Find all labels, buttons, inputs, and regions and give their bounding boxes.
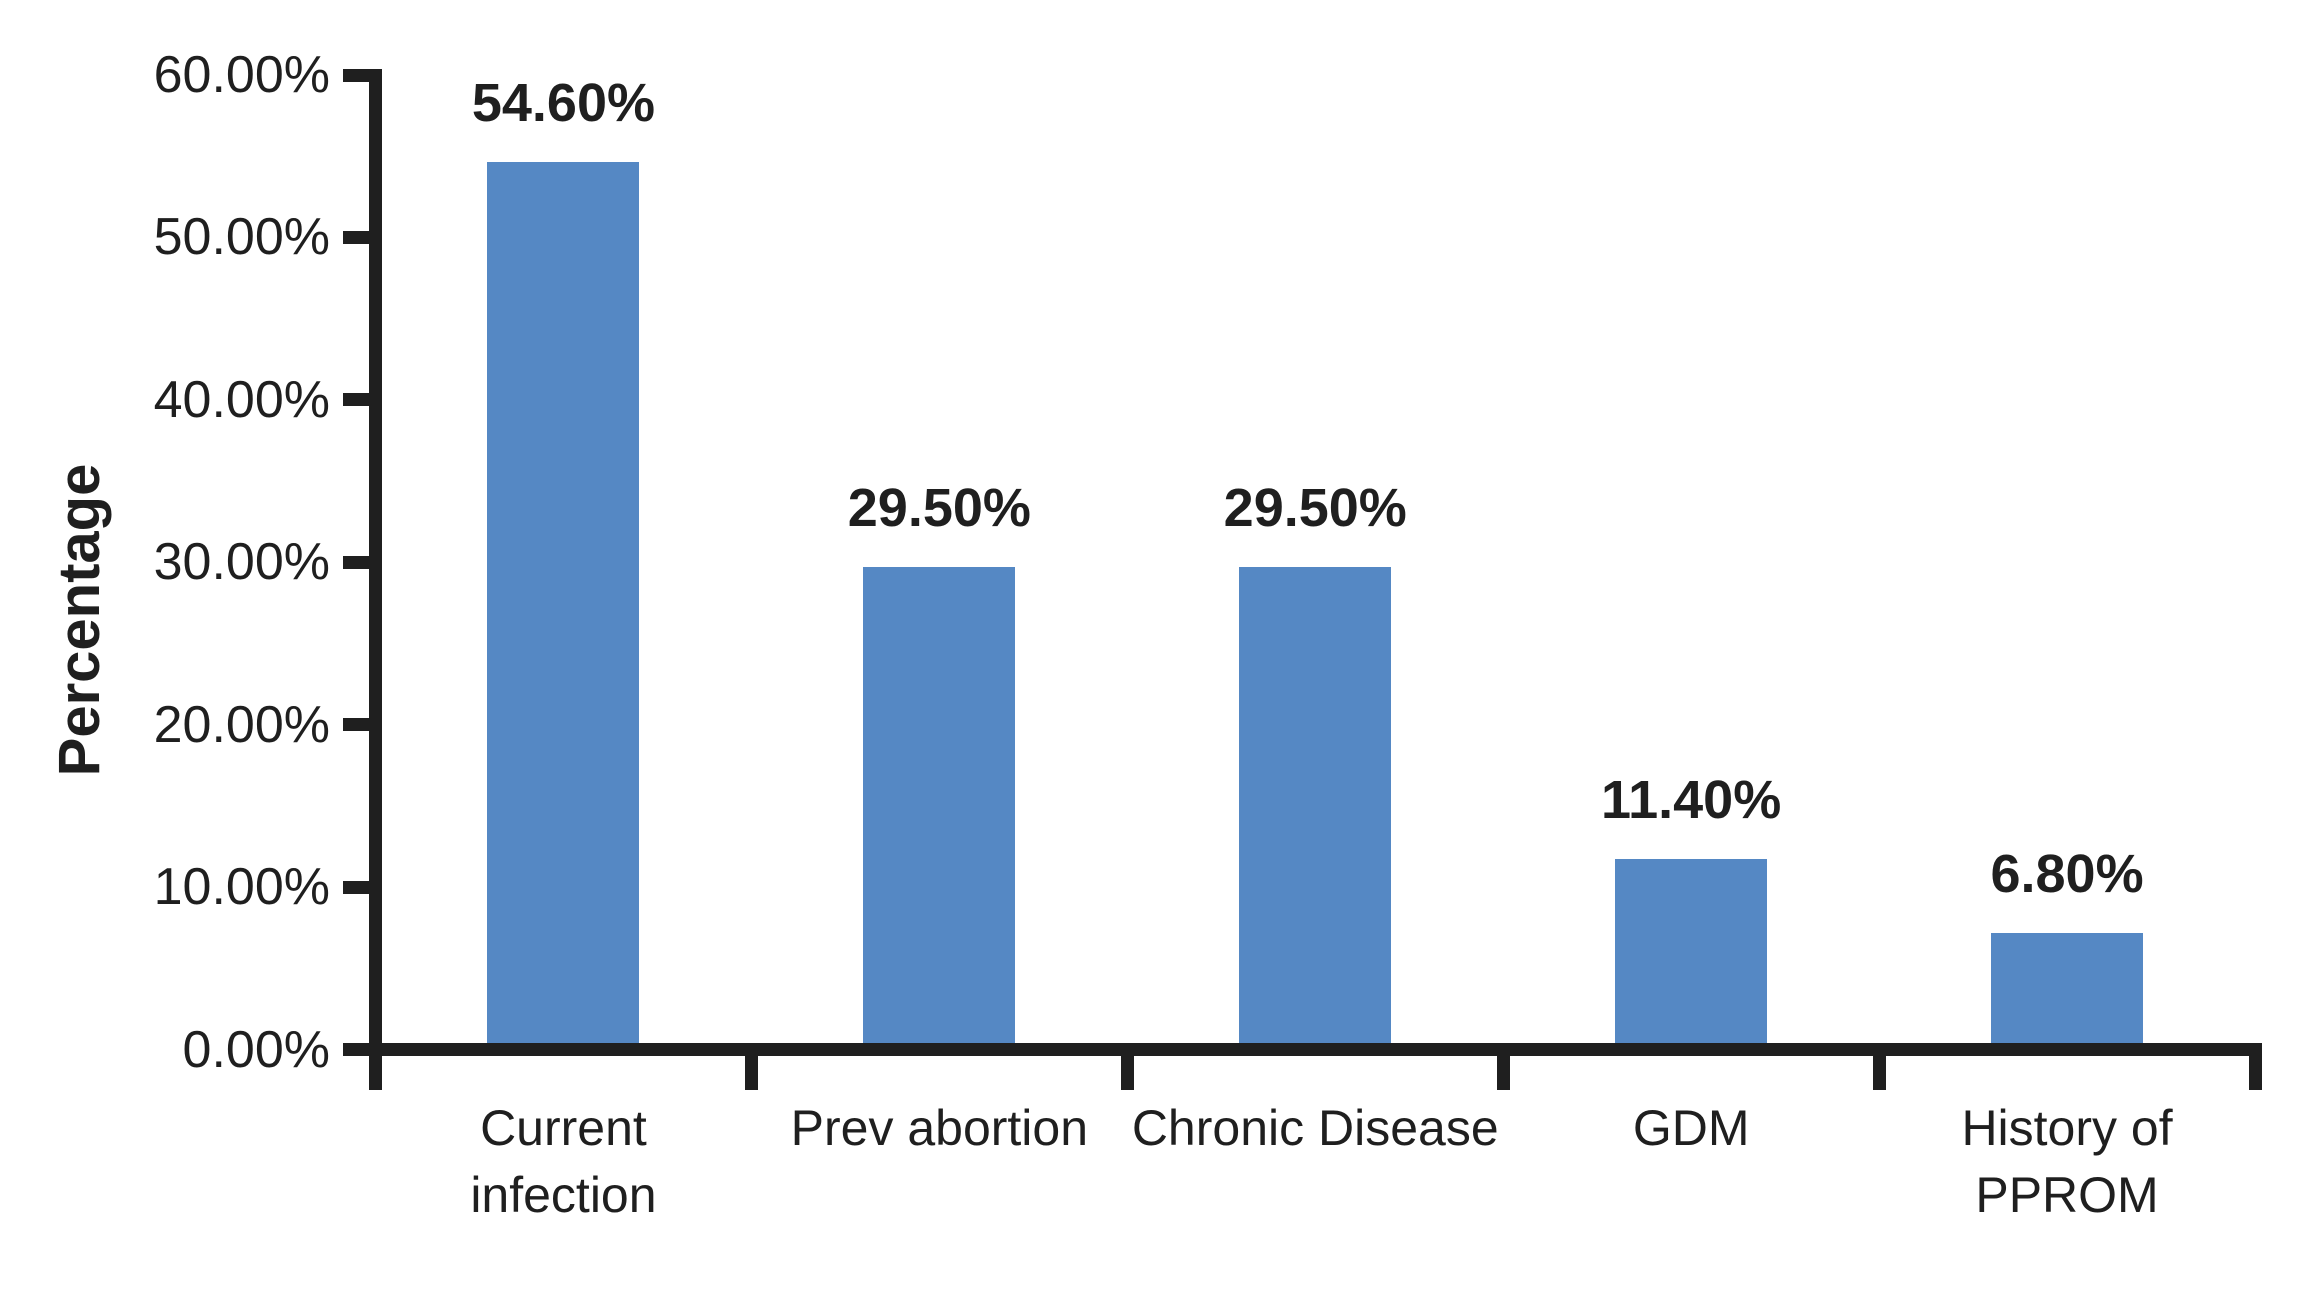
- x-category-label: Current infection: [470, 1100, 657, 1223]
- y-tick-label: 60.00%: [153, 46, 330, 104]
- y-tick-label: 10.00%: [153, 858, 330, 917]
- bar: [487, 162, 640, 1043]
- x-axis-tick: [1872, 1056, 1886, 1090]
- x-category-label: History of PPROM: [1961, 1100, 2173, 1223]
- y-axis-tick: [343, 393, 369, 407]
- x-category-label: Chronic Disease: [1131, 1100, 1499, 1156]
- bar-value-label: 6.80%: [1990, 844, 2144, 905]
- y-tick-label: 0.00%: [182, 1020, 330, 1079]
- x-axis-tick: [369, 1056, 382, 1090]
- bar: [1615, 859, 1768, 1043]
- bar: [863, 567, 1016, 1043]
- y-tick-label: 30.00%: [153, 533, 330, 592]
- y-tick-label: 20.00%: [153, 695, 330, 754]
- y-axis-line: [369, 69, 382, 1088]
- x-axis-tick: [2248, 1056, 2262, 1090]
- y-tick-label: 40.00%: [153, 370, 330, 429]
- x-category-label: Prev abortion: [790, 1100, 1089, 1156]
- x-axis-tick: [1496, 1056, 1510, 1090]
- y-axis-tick: [343, 68, 369, 82]
- x-category-label: GDM: [1632, 1100, 1750, 1156]
- bar-value-label: 29.50%: [1223, 478, 1407, 539]
- x-axis-line: [369, 1043, 2262, 1056]
- y-axis-tick: [343, 880, 369, 894]
- bar-value-label: 29.50%: [847, 478, 1031, 539]
- x-axis-tick: [744, 1056, 758, 1090]
- x-axis-tick: [1120, 1056, 1134, 1090]
- bar-value-label: 54.60%: [471, 73, 656, 134]
- y-axis-tick: [343, 718, 369, 732]
- y-tick-label: 50.00%: [153, 208, 330, 267]
- bar: [1991, 933, 2144, 1043]
- y-axis-tick: [343, 555, 369, 569]
- y-axis-tick: [343, 230, 369, 244]
- bar: [1239, 567, 1392, 1043]
- bar-value-label: 11.40%: [1601, 770, 1782, 831]
- y-axis-tick: [343, 1043, 369, 1056]
